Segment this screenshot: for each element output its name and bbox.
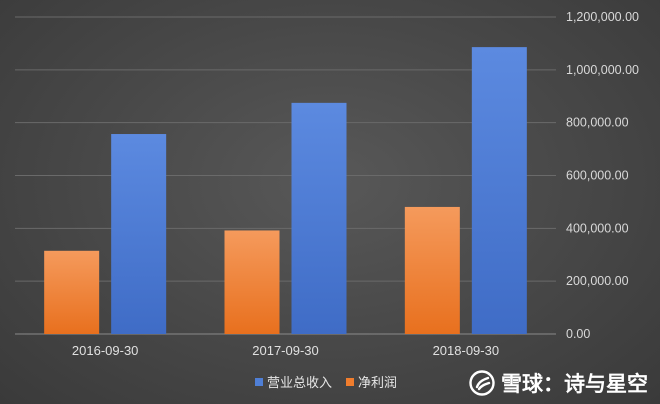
- bar-revenue: [291, 102, 347, 335]
- legend: 营业总收入 净利润: [255, 372, 397, 391]
- y-tick-label: 1,200,000.00: [566, 10, 639, 24]
- x-tick-label: 2016-09-30: [72, 343, 139, 358]
- legend-label-revenue: 营业总收入: [267, 375, 333, 390]
- legend-swatch-revenue: [255, 377, 263, 386]
- legend-label-net-profit: 净利润: [358, 375, 398, 390]
- x-tick-label: 2018-09-30: [433, 343, 500, 358]
- bar-revenue: [111, 134, 167, 334]
- watermark-text: 雪球：诗与星空: [501, 372, 648, 396]
- x-tick-label: 2017-09-30: [252, 343, 319, 358]
- bars: [44, 47, 527, 335]
- legend-swatch-net-profit: [346, 377, 355, 386]
- bar-net-profit: [224, 230, 280, 334]
- y-axis: 0.00 200,000.00 400,000.00 600,000.00 800,00…: [566, 10, 639, 341]
- bar-net-profit: [404, 206, 460, 334]
- y-tick-label: 800,000.00: [566, 116, 629, 130]
- y-tick-label: 1,000,000.00: [566, 63, 639, 77]
- bar-net-profit: [44, 250, 100, 334]
- y-tick-label: 200,000.00: [566, 274, 629, 288]
- watermark: 雪球：诗与星空: [469, 368, 648, 398]
- gridlines: [15, 16, 556, 335]
- y-tick-label: 600,000.00: [566, 169, 629, 183]
- legend-item-net-profit: 净利润: [346, 372, 397, 391]
- legend-item-revenue: 营业总收入: [255, 372, 332, 391]
- x-axis: 2016-09-30 2017-09-30 2018-09-30: [72, 343, 499, 358]
- bar-revenue: [471, 47, 527, 335]
- snowball-logo-icon: [469, 370, 495, 396]
- y-tick-label: 0.00: [566, 327, 590, 341]
- y-tick-label: 400,000.00: [566, 221, 629, 235]
